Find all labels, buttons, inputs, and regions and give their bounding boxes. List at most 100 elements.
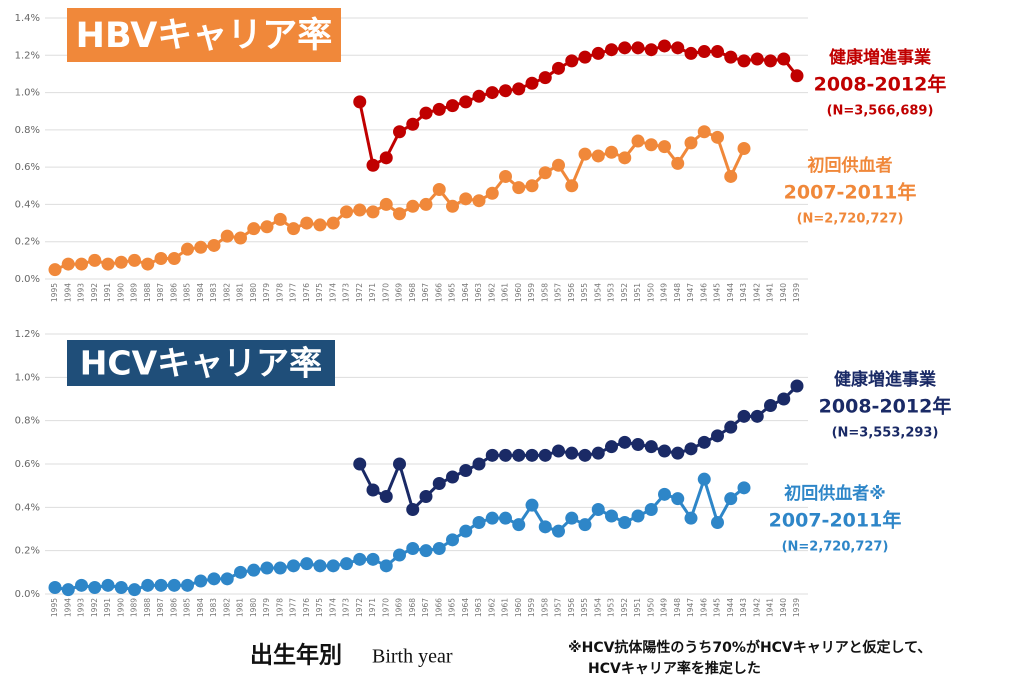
footnote: ※HCV抗体陽性のうち70%がHCVキャリアと仮定して、 — [568, 639, 931, 656]
data-point — [181, 578, 194, 592]
x-tick-label: 1979 — [262, 283, 271, 302]
data-point — [366, 552, 380, 566]
data-point — [88, 253, 102, 267]
data-point — [194, 574, 208, 588]
x-tick-label: 1947 — [686, 598, 695, 617]
data-point — [419, 490, 433, 503]
data-point — [750, 409, 764, 423]
data-point — [684, 46, 698, 60]
x-tick-label: 1989 — [130, 598, 139, 617]
data-point — [684, 511, 698, 525]
data-point — [485, 186, 499, 200]
x-tick-label: 1985 — [183, 283, 192, 302]
x-tick-label: 1942 — [752, 598, 761, 617]
x-tick-label: 1951 — [633, 283, 642, 302]
data-point — [737, 142, 751, 155]
legend-note: (N=3,553,293) — [832, 426, 939, 441]
data-point — [565, 54, 579, 68]
footnote: HCVキャリア率を推定した — [588, 660, 761, 677]
data-point — [671, 492, 685, 506]
data-point — [366, 483, 380, 497]
data-point — [552, 444, 565, 458]
data-point — [565, 179, 579, 193]
data-point — [88, 581, 102, 594]
x-tick-label: 1972 — [355, 283, 364, 302]
data-point — [644, 440, 658, 454]
x-tick-label: 1990 — [116, 283, 125, 302]
chart-title: HBVキャリア率 — [76, 16, 333, 56]
data-point — [644, 43, 658, 57]
x-tick-label: 1988 — [143, 283, 152, 302]
data-point — [247, 563, 261, 577]
data-point — [684, 442, 698, 456]
data-point — [658, 487, 671, 501]
x-tick-label: 1981 — [236, 283, 245, 302]
chart-title: HCVキャリア率 — [80, 344, 322, 383]
y-tick-label: 0.4% — [15, 199, 40, 210]
data-point — [605, 145, 618, 159]
data-point — [658, 39, 671, 53]
x-tick-label: 1980 — [249, 283, 258, 302]
data-point — [273, 212, 287, 226]
data-point — [167, 578, 181, 592]
data-point — [194, 240, 208, 254]
x-tick-label: 1954 — [593, 283, 602, 302]
title-box — [67, 8, 341, 62]
x-tick-label: 1969 — [395, 598, 404, 617]
x-tick-label: 1939 — [792, 283, 801, 302]
data-point — [644, 138, 658, 152]
data-point — [406, 542, 420, 555]
x-tick-label: 1960 — [514, 598, 523, 617]
x-tick-label: 1976 — [302, 283, 311, 302]
x-tick-label: 1985 — [183, 598, 192, 617]
data-point — [591, 446, 605, 460]
data-point — [578, 518, 592, 532]
data-point — [446, 470, 459, 484]
x-tick-label: 1949 — [660, 598, 669, 617]
data-point — [512, 448, 526, 462]
x-tick-label: 1944 — [726, 283, 735, 302]
data-point — [658, 444, 671, 458]
data-point — [379, 197, 393, 211]
data-point — [485, 448, 499, 462]
data-point — [207, 572, 221, 586]
x-tick-label: 1983 — [209, 598, 218, 617]
data-point — [538, 520, 552, 534]
x-tick-label: 1980 — [249, 598, 258, 617]
y-tick-label: 0.6% — [15, 162, 40, 173]
data-point — [618, 516, 632, 529]
x-tick-label: 1950 — [646, 283, 655, 302]
x-tick-label: 1977 — [289, 283, 298, 302]
data-point — [777, 392, 791, 406]
series-line — [358, 384, 799, 513]
x-tick-label: 1982 — [222, 598, 231, 617]
data-point — [790, 379, 804, 393]
x-tick-label: 1941 — [766, 598, 775, 617]
data-point — [472, 516, 486, 529]
x-tick-label: 1946 — [699, 598, 708, 617]
data-point — [578, 50, 592, 64]
data-point — [631, 134, 645, 148]
data-point — [605, 43, 618, 57]
data-point — [697, 472, 711, 486]
data-point — [459, 95, 473, 109]
x-tick-label: 1958 — [540, 283, 549, 302]
data-point — [591, 503, 605, 516]
x-tick-label: 1966 — [434, 598, 443, 617]
data-point — [671, 446, 685, 460]
y-tick-label: 0.6% — [15, 459, 40, 470]
data-point — [658, 140, 671, 154]
data-point — [260, 561, 274, 575]
data-point — [578, 147, 592, 161]
legend-label: 初回供血者※ — [784, 483, 886, 504]
data-point — [446, 99, 459, 113]
data-point — [618, 151, 632, 165]
x-tick-label: 1988 — [143, 598, 152, 617]
x-tick-label: 1964 — [461, 283, 470, 302]
x-tick-label: 1956 — [567, 283, 576, 302]
x-tick-label: 1973 — [342, 598, 351, 617]
x-tick-label: 1940 — [779, 598, 788, 617]
data-point — [711, 130, 724, 144]
